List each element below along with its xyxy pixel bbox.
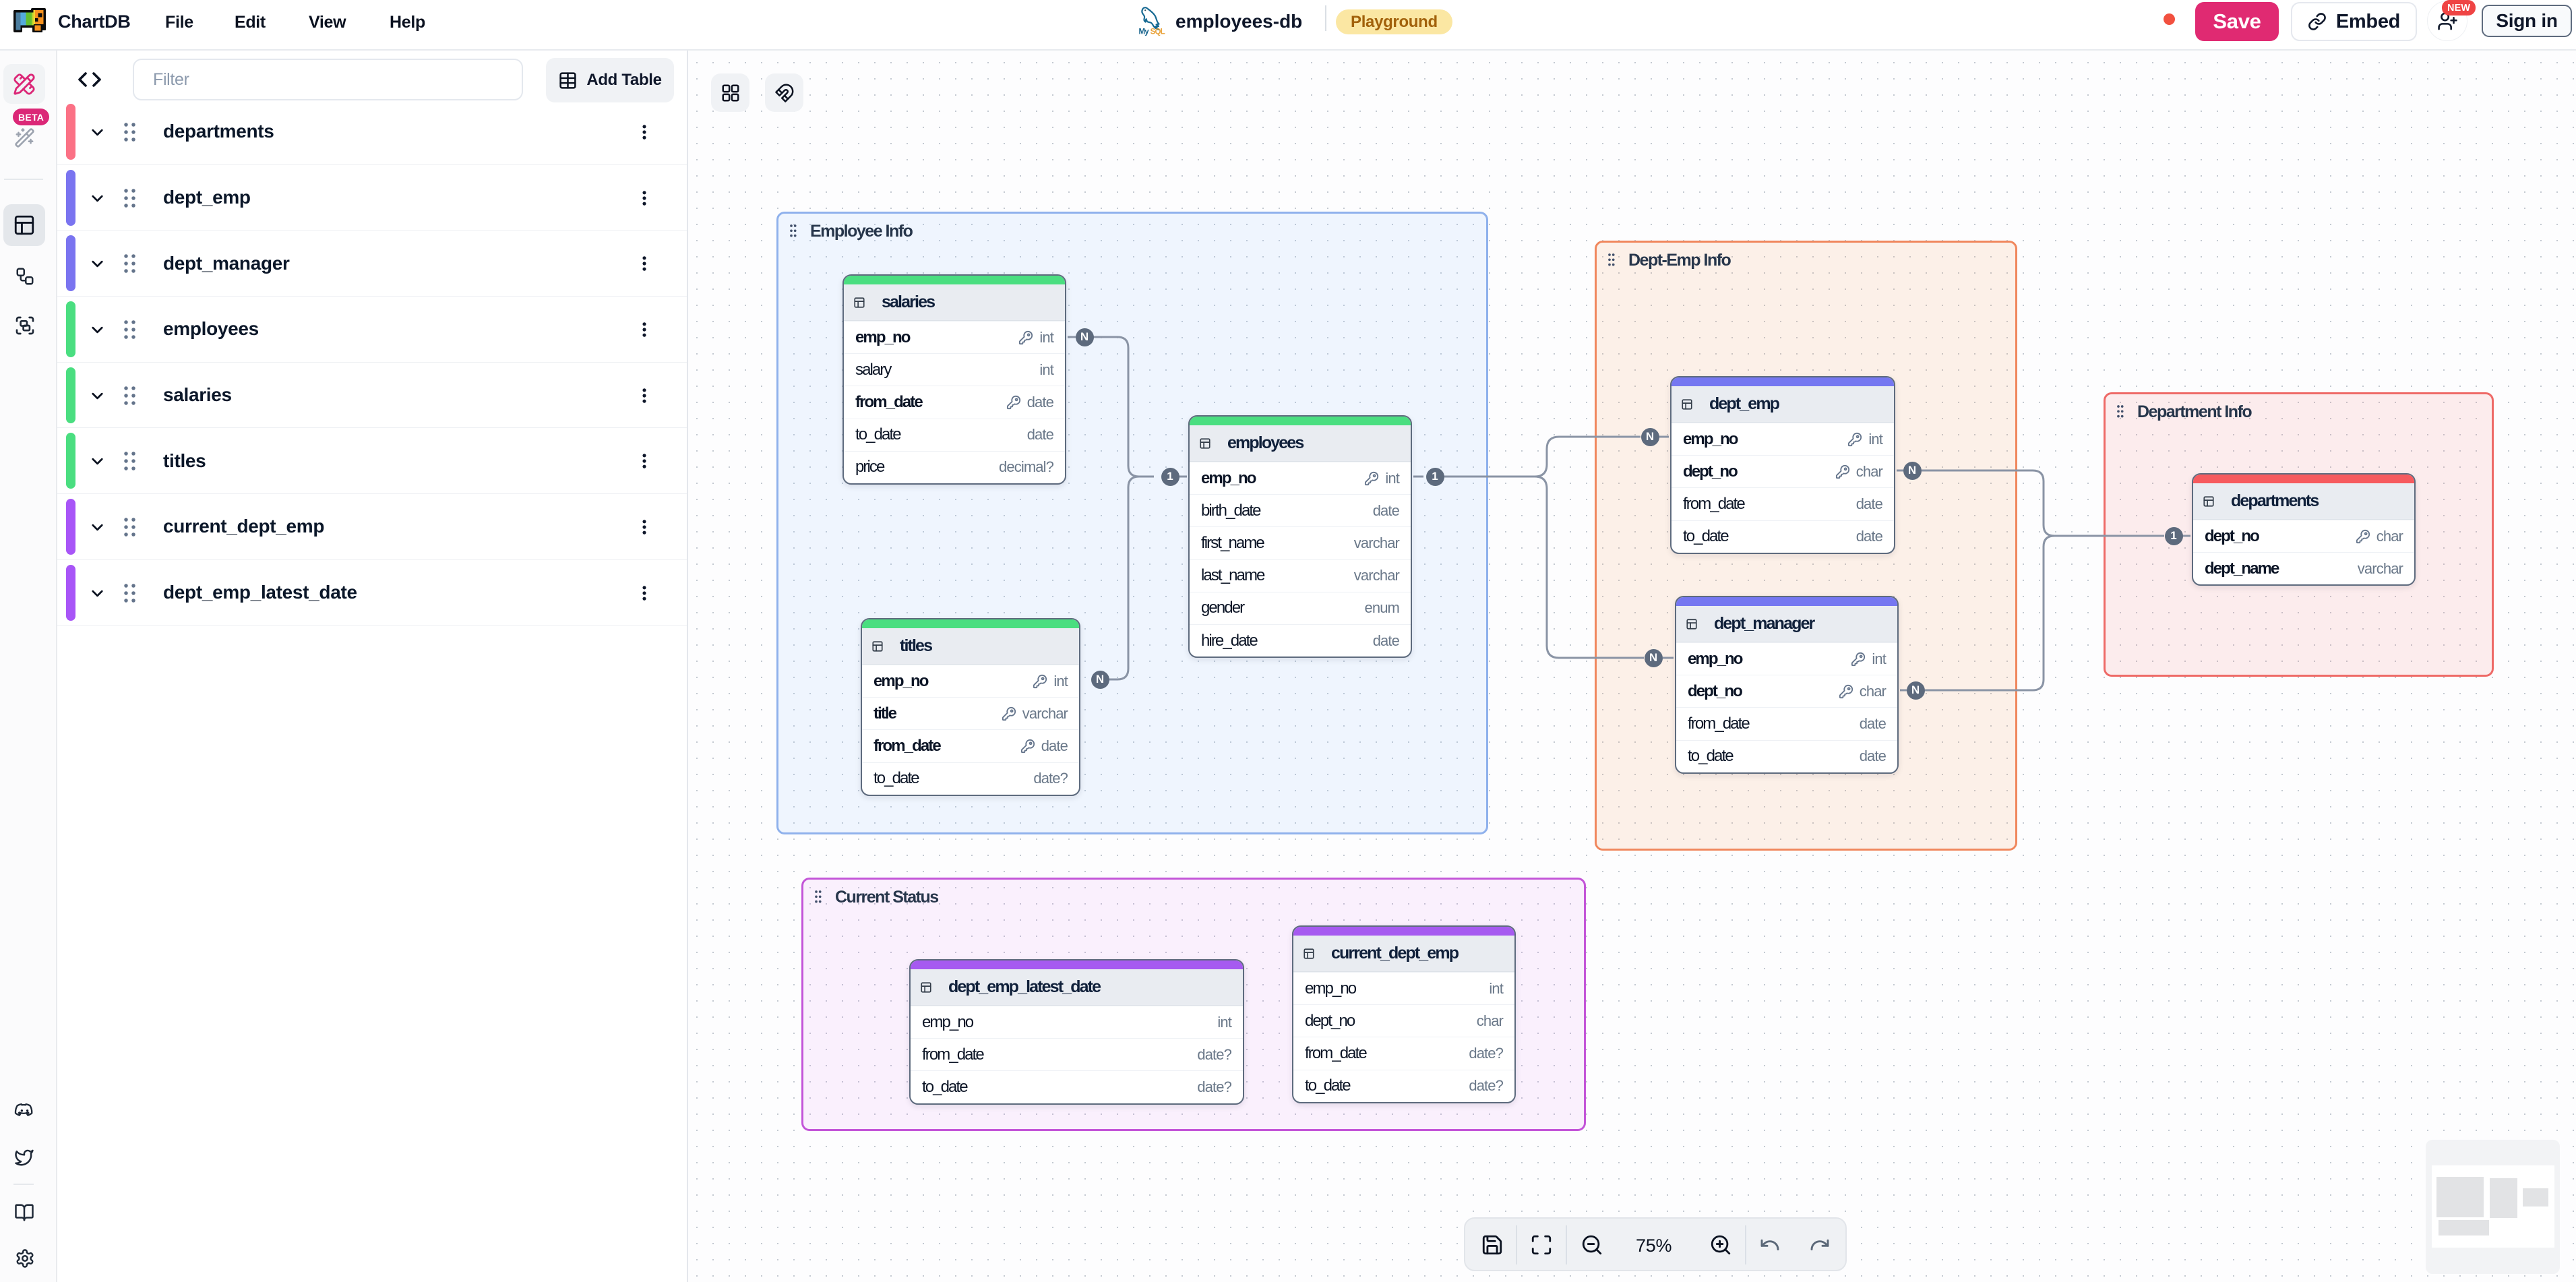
svg-text:SQL: SQL: [1151, 27, 1165, 36]
svg-text:My: My: [1138, 27, 1149, 36]
